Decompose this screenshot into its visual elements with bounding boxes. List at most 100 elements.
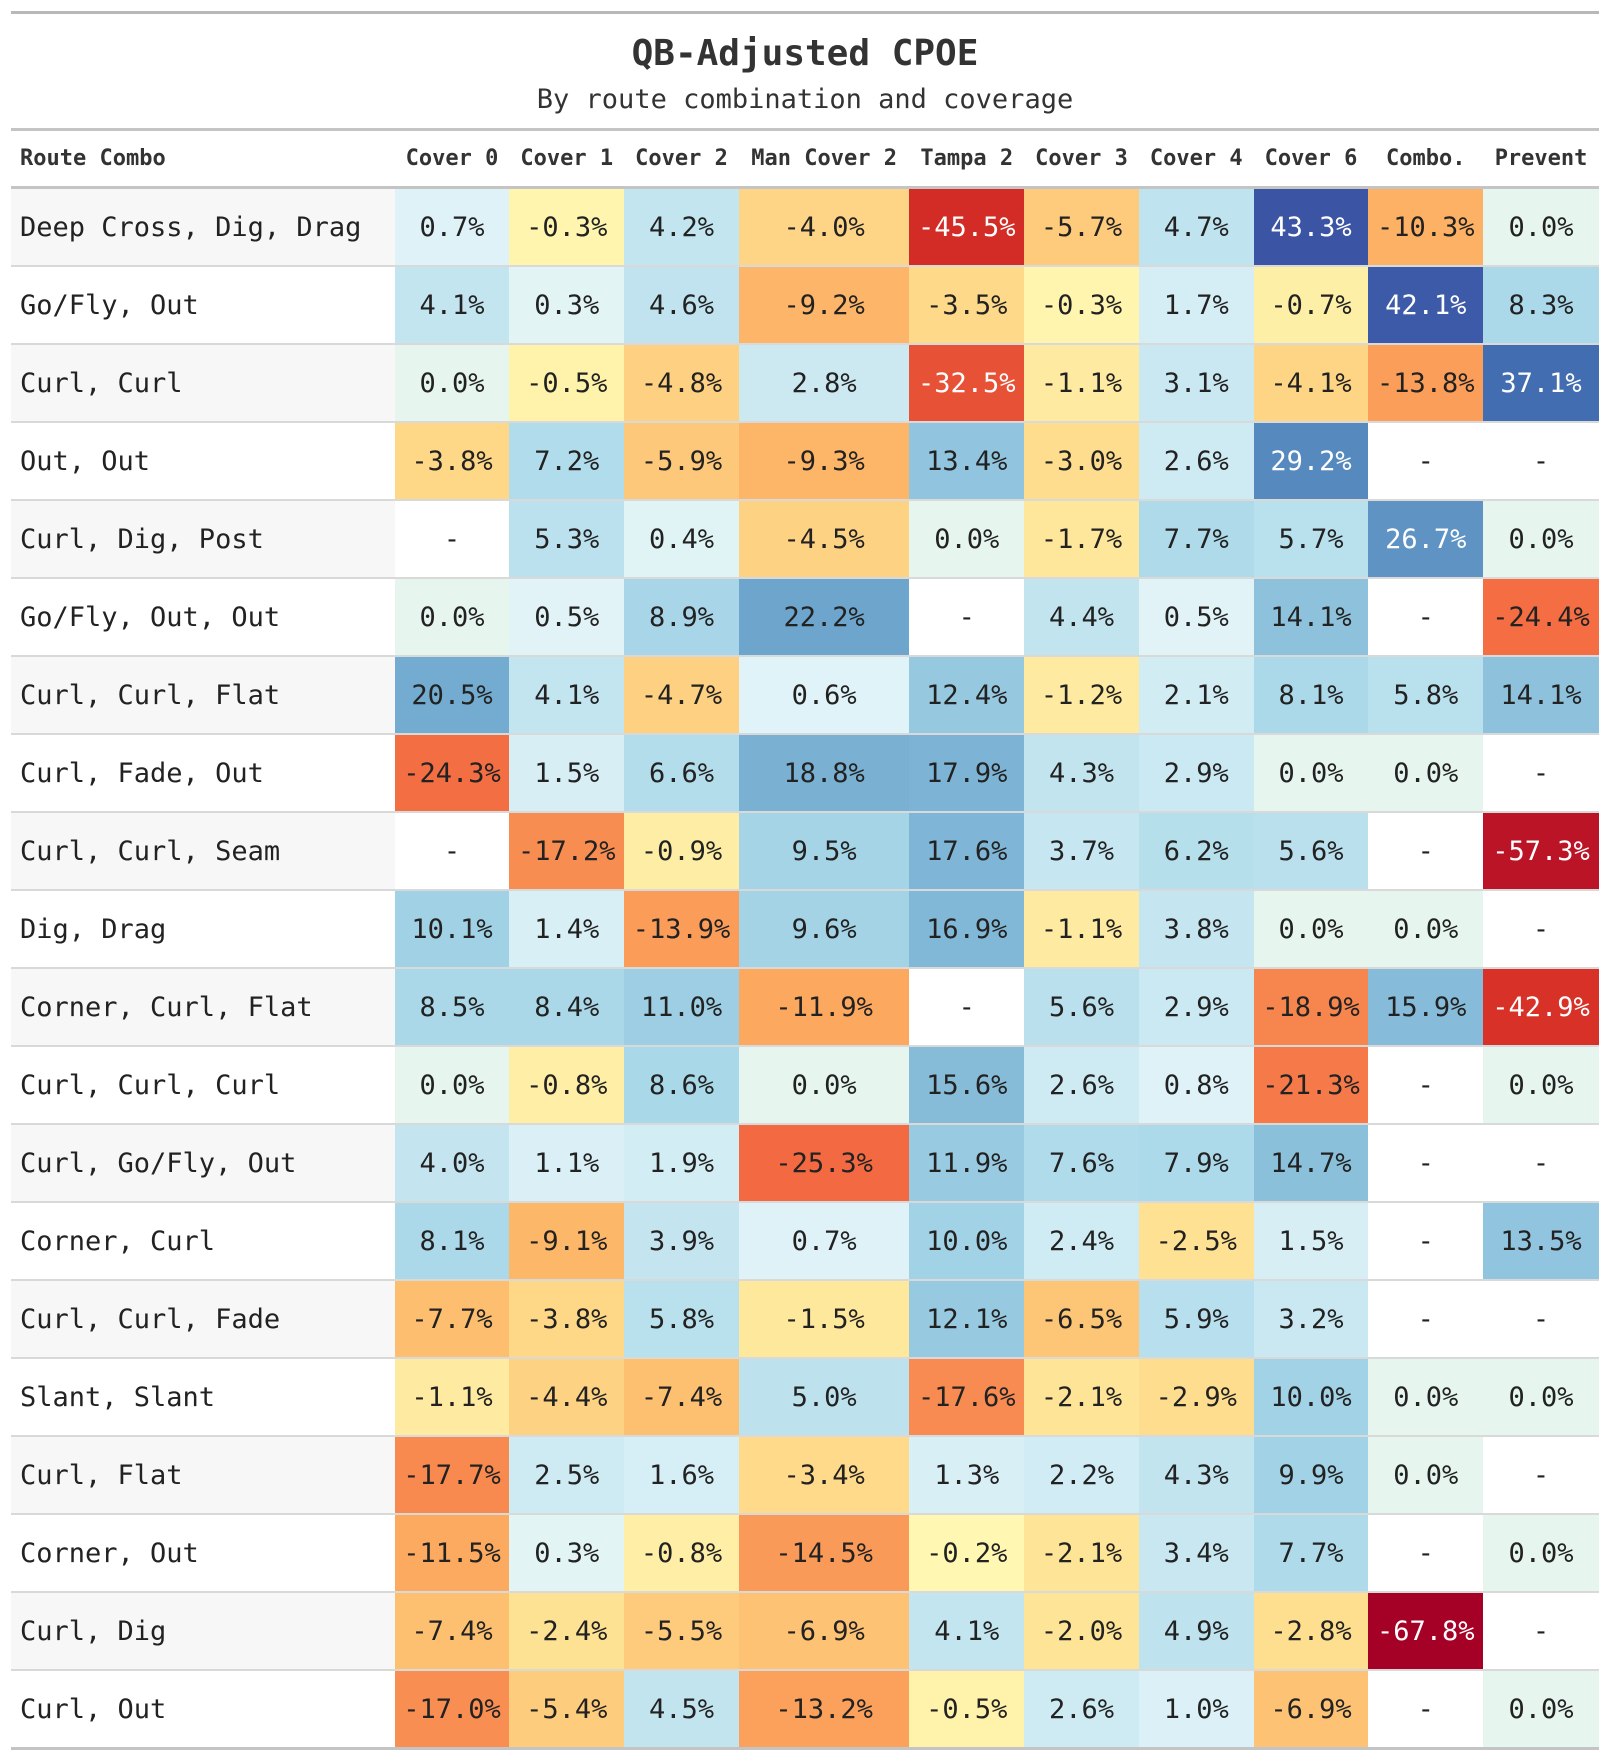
row-label: Dig, Drag: [11, 890, 395, 969]
heatmap-cell: 0.7%: [394, 187, 510, 267]
heatmap-cell: 5.8%: [1368, 656, 1484, 735]
heatmap-cell: 9.6%: [738, 890, 910, 969]
heatmap-cell: -4.5%: [738, 500, 910, 579]
heatmap-cell: -: [1483, 422, 1599, 501]
row-label: Curl, Curl, Fade: [11, 1280, 395, 1359]
chart-title: QB-Adjusted CPOE: [631, 33, 979, 74]
heatmap-cell: -4.0%: [738, 187, 910, 267]
heatmap-cell: 0.0%: [394, 578, 510, 657]
heatmap-cell: -11.9%: [738, 968, 910, 1047]
heatmap-cell: -10.3%: [1368, 187, 1484, 267]
header-rule: [11, 128, 1599, 131]
heatmap-cell: -4.8%: [624, 344, 739, 423]
heatmap-cell: 4.7%: [1138, 187, 1254, 267]
heatmap-cell: -0.5%: [909, 1670, 1025, 1750]
heatmap-cell: -0.5%: [509, 344, 625, 423]
heatmap-cell: 13.4%: [909, 422, 1025, 501]
heatmap-body: Deep Cross, Dig, Drag 0.7% -0.3% 4.2% -4.0% -…: [11, 187, 1599, 1750]
row-label: Go/Fly, Out: [11, 266, 395, 345]
heatmap-cell: 0.0%: [909, 500, 1025, 579]
row-label: Go/Fly, Out, Out: [11, 578, 395, 657]
heatmap-cell: 17.9%: [909, 734, 1025, 813]
heatmap-cell: 16.9%: [909, 890, 1025, 969]
heatmap-cell: -11.5%: [394, 1514, 510, 1593]
heatmap-cell: 0.8%: [1138, 1046, 1254, 1125]
heatmap-cell: -45.5%: [909, 187, 1025, 267]
heatmap-cell: 8.9%: [624, 578, 739, 657]
heatmap-cell: 7.6%: [1024, 1124, 1139, 1203]
heatmap-cell: -2.8%: [1253, 1592, 1369, 1671]
heatmap-cell: -25.3%: [738, 1124, 910, 1203]
heatmap-cell: -9.1%: [509, 1202, 625, 1281]
heatmap-cell: 1.0%: [1138, 1670, 1254, 1750]
heatmap-cell: 3.4%: [1138, 1514, 1254, 1593]
heatmap-cell: 5.6%: [1024, 968, 1139, 1047]
heatmap-cell: 5.8%: [624, 1280, 739, 1359]
table-row: Curl, Fade, Out -24.3% 1.5% 6.6% 18.8% 17.9% 4…: [11, 734, 1599, 813]
heatmap-cell: 9.5%: [738, 812, 910, 891]
heatmap-cell: -7.4%: [394, 1592, 510, 1671]
heatmap-cell: 14.1%: [1483, 656, 1599, 735]
heatmap-cell: 11.0%: [624, 968, 739, 1047]
heatmap-cell: 0.5%: [509, 578, 625, 657]
heatmap-cell: 7.7%: [1253, 1514, 1369, 1593]
row-label: Corner, Curl: [11, 1202, 395, 1281]
heatmap-cell: 43.3%: [1253, 187, 1369, 267]
heatmap-cell: 0.0%: [1483, 187, 1599, 267]
heatmap-cell: 0.7%: [738, 1202, 910, 1281]
heatmap-cell: -17.0%: [394, 1670, 510, 1750]
heatmap-cell: 14.7%: [1253, 1124, 1369, 1203]
column-header: Cover 4: [1138, 131, 1254, 189]
table-row: Slant, Slant -1.1% -4.4% -7.4% 5.0% -17.6% -2.…: [11, 1358, 1599, 1437]
table-row: Go/Fly, Out, Out 0.0% 0.5% 8.9% 22.2% -4.4% 0.…: [11, 578, 1599, 657]
heatmap-cell: 0.4%: [624, 500, 739, 579]
heatmap-cell: 4.5%: [624, 1670, 739, 1750]
row-label: Curl, Out: [11, 1670, 395, 1750]
heatmap-cell: 1.3%: [909, 1436, 1025, 1515]
heatmap-cell: 6.2%: [1138, 812, 1254, 891]
table-row: Go/Fly, Out 4.1% 0.3% 4.6% -9.2% -3.5% -0.3% 1.…: [11, 266, 1599, 345]
heatmap-cell: -1.1%: [394, 1358, 510, 1437]
table-row: Curl, Flat -17.7% 2.5% 1.6% -3.4% 1.3% 2.2% 4.3…: [11, 1436, 1599, 1515]
heatmap-cell: 4.1%: [394, 266, 510, 345]
heatmap-cell: 4.6%: [624, 266, 739, 345]
heatmap-cell: 29.2%: [1253, 422, 1369, 501]
heatmap-cell: -67.8%: [1368, 1592, 1484, 1671]
heatmap-cell: -0.7%: [1253, 266, 1369, 345]
heatmap-cell: 2.9%: [1138, 968, 1254, 1047]
heatmap-cell: 4.0%: [394, 1124, 510, 1203]
heatmap-cell: -9.3%: [738, 422, 910, 501]
heatmap-cell: -3.8%: [509, 1280, 625, 1359]
heatmap-cell: 4.3%: [1138, 1436, 1254, 1515]
heatmap-cell: 11.9%: [909, 1124, 1025, 1203]
heatmap-cell: 12.4%: [909, 656, 1025, 735]
heatmap-cell: 5.3%: [509, 500, 625, 579]
heatmap-cell: -17.2%: [509, 812, 625, 891]
heatmap-cell: 10.0%: [909, 1202, 1025, 1281]
heatmap-cell: 10.1%: [394, 890, 510, 969]
heatmap-cell: 14.1%: [1253, 578, 1369, 657]
heatmap-cell: 0.0%: [1368, 734, 1484, 813]
table-row: Curl, Go/Fly, Out 4.0% 1.1% 1.9% -25.3% 11.9%…: [11, 1124, 1599, 1203]
row-label: Slant, Slant: [11, 1358, 395, 1437]
heatmap-cell: -2.5%: [1138, 1202, 1254, 1281]
heatmap-cell: -21.3%: [1253, 1046, 1369, 1125]
row-label: Out, Out: [11, 422, 395, 501]
heatmap-cell: -6.9%: [738, 1592, 910, 1671]
heatmap-cell: 12.1%: [909, 1280, 1025, 1359]
heatmap-cell: -2.4%: [509, 1592, 625, 1671]
column-header-row: Route Combo Cover 0 Cover 1 Cover 2 Man Cov…: [11, 131, 1599, 189]
heatmap-cell: -: [909, 968, 1025, 1047]
heatmap-cell: -24.4%: [1483, 578, 1599, 657]
heatmap-cell: 8.3%: [1483, 266, 1599, 345]
table-row: Corner, Out -11.5% 0.3% -0.8% -14.5% -0.2% -2.…: [11, 1514, 1599, 1593]
heatmap-cell: 37.1%: [1483, 344, 1599, 423]
heatmap-cell: 22.2%: [738, 578, 910, 657]
row-label: Curl, Flat: [11, 1436, 395, 1515]
heatmap-cell: -2.1%: [1024, 1514, 1139, 1593]
heatmap-cell: -9.2%: [738, 266, 910, 345]
heatmap-cell: 4.9%: [1138, 1592, 1254, 1671]
heatmap-cell: 2.6%: [1138, 422, 1254, 501]
heatmap-cell: 7.2%: [509, 422, 625, 501]
heatmap-cell: -7.4%: [624, 1358, 739, 1437]
